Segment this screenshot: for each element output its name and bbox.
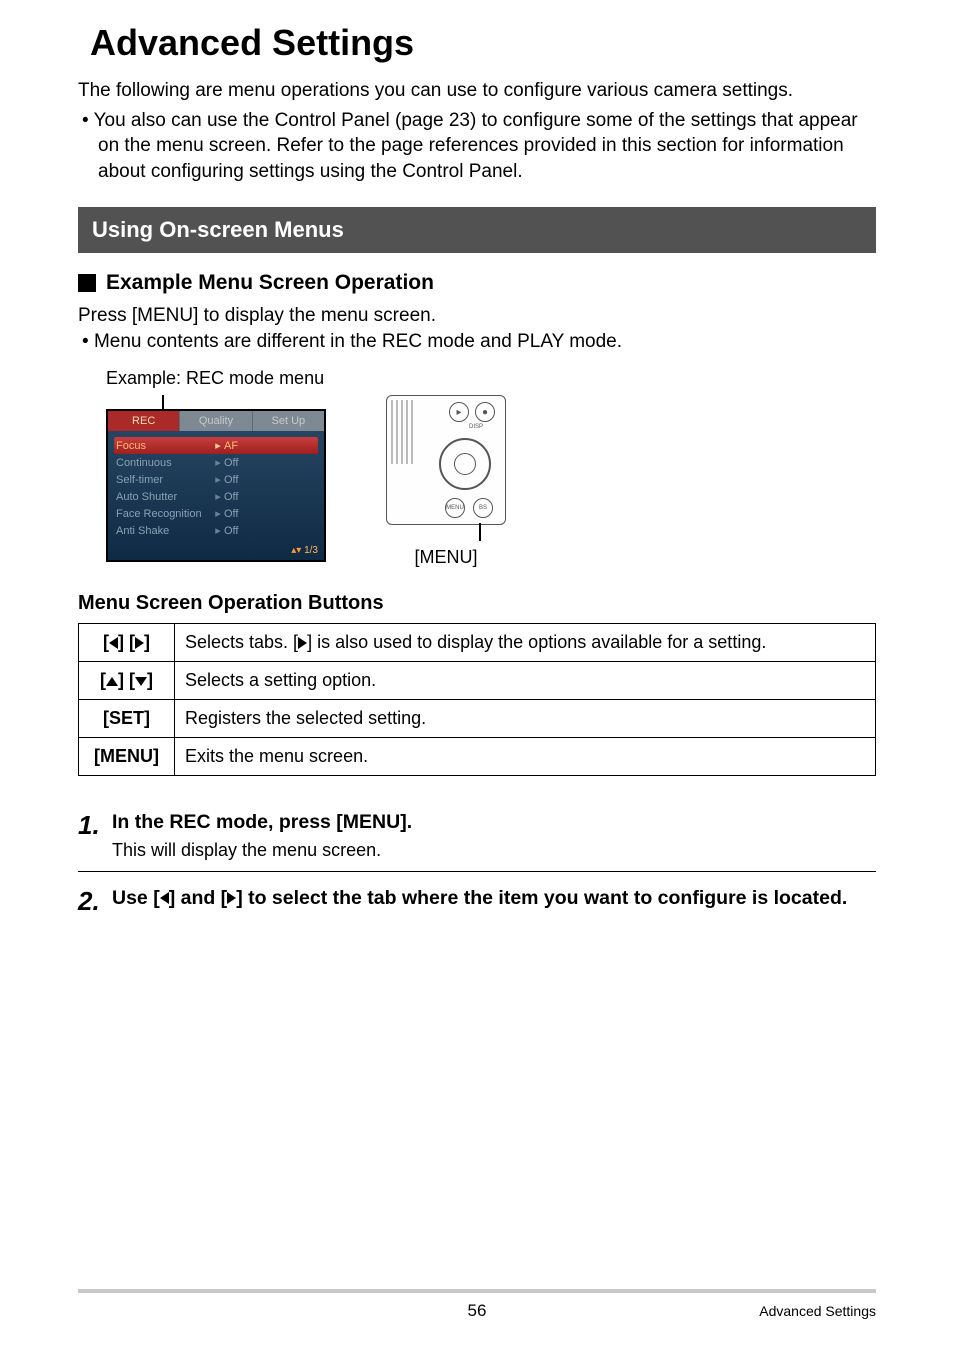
mode-bullet-list: Menu contents are different in the REC m… <box>78 329 876 355</box>
ops-table-title: Menu Screen Operation Buttons <box>78 592 876 615</box>
triangle-up-icon <box>106 677 118 686</box>
rec-tab-rec: REC <box>108 411 180 431</box>
camera-grip-lines-icon <box>391 400 423 464</box>
sub-heading-text: Example Menu Screen Operation <box>106 271 434 295</box>
rec-row-continuous: Continuous ▸ Off <box>114 454 318 471</box>
example-label: Example: REC mode menu <box>106 368 876 389</box>
step-heading: Use [] and [] to select the tab where th… <box>112 886 876 911</box>
triangle-right-icon <box>298 637 307 649</box>
bs-button-icon: BS <box>473 498 493 518</box>
rec-tab-setup: Set Up <box>253 411 324 431</box>
rec-tab-quality: Quality <box>180 411 252 431</box>
rec-row-label: Face Recognition <box>116 508 212 520</box>
camera-graphic-wrap: ▸ ● DISP MENU BS [MENU] <box>386 395 506 568</box>
menu-caption: [MENU] <box>415 547 478 568</box>
menu-button-icon: MENU <box>445 498 465 518</box>
chevron-right-icon: ▸ <box>212 439 224 452</box>
set-button-icon <box>454 453 476 475</box>
disp-label-icon: DISP <box>469 424 483 430</box>
chevron-right-icon: ▸ <box>212 524 224 537</box>
ops-button-cell: [MENU] <box>79 738 175 776</box>
dpad-icon <box>439 438 491 490</box>
ops-desc-cell: Selects tabs. [] is also used to display… <box>175 624 876 662</box>
mode-bullet: Menu contents are different in the REC m… <box>98 329 876 355</box>
footer-section-name: Advanced Settings <box>759 1303 876 1319</box>
rec-row-value: Off <box>224 525 316 537</box>
triangle-right-icon <box>227 892 236 904</box>
chevron-right-icon: ▸ <box>212 456 224 469</box>
rec-menu-wrap: REC Quality Set Up Focus ▸ AF Continuous… <box>106 395 326 562</box>
rec-menu-graphic: REC Quality Set Up Focus ▸ AF Continuous… <box>106 409 326 562</box>
intro-text: The following are menu operations you ca… <box>78 78 876 104</box>
table-row: [] [] Selects a setting option. <box>79 662 876 700</box>
table-row: [MENU] Exits the menu screen. <box>79 738 876 776</box>
triangle-left-icon <box>109 637 118 649</box>
step-number: 2. <box>78 886 112 917</box>
rec-page-indicator: 1/3 <box>304 545 318 556</box>
updown-icon: ▴▾ <box>291 545 301 556</box>
play-mode-button-icon: ▸ <box>449 402 469 422</box>
pointer-line-icon <box>162 395 164 409</box>
rec-row-value: Off <box>224 508 316 520</box>
step-body: In the REC mode, press [MENU]. This will… <box>112 810 876 860</box>
chevron-right-icon: ▸ <box>212 490 224 503</box>
rec-row-value: Off <box>224 491 316 503</box>
page: Advanced Settings The following are menu… <box>0 0 954 1357</box>
rec-row-label: Continuous <box>116 457 212 469</box>
sub-heading: Example Menu Screen Operation <box>78 271 876 295</box>
intro-bullet: You also can use the Control Panel (page… <box>98 108 876 185</box>
footer-row: 56 Advanced Settings <box>78 1303 876 1319</box>
rec-row-label: Anti Shake <box>116 525 212 537</box>
step-number: 1. <box>78 810 112 841</box>
rec-row-focus: Focus ▸ AF <box>114 437 318 454</box>
triangle-right-icon <box>135 637 144 649</box>
ops-desc-cell: Exits the menu screen. <box>175 738 876 776</box>
ops-button-cell: [] [] <box>79 624 175 662</box>
ops-button-cell: [SET] <box>79 700 175 738</box>
camera-back-icon: ▸ ● DISP MENU BS <box>386 395 506 525</box>
chevron-right-icon: ▸ <box>212 507 224 520</box>
ops-table: [] [] Selects tabs. [] is also used to d… <box>78 623 876 776</box>
rec-row-autoshutter: Auto Shutter ▸ Off <box>114 488 318 505</box>
square-bullet-icon <box>78 274 96 292</box>
page-footer: 56 Advanced Settings <box>78 1289 876 1319</box>
steps-container: 1. In the REC mode, press [MENU]. This w… <box>78 796 876 926</box>
intro-bullet-list: You also can use the Control Panel (page… <box>78 108 876 185</box>
rec-row-value: Off <box>224 474 316 486</box>
rec-tabs: REC Quality Set Up <box>108 411 324 431</box>
rec-row-value: Off <box>224 457 316 469</box>
press-menu-text: Press [MENU] to display the menu screen. <box>78 305 876 327</box>
rec-row-value: AF <box>224 440 316 452</box>
table-row: [SET] Registers the selected setting. <box>79 700 876 738</box>
rec-menu-footer: ▴▾ 1/3 <box>108 543 324 560</box>
step-subtext: This will display the menu screen. <box>112 840 876 861</box>
chevron-right-icon: ▸ <box>212 473 224 486</box>
rec-row-label: Self-timer <box>116 474 212 486</box>
page-title: Advanced Settings <box>90 22 876 64</box>
step-1: 1. In the REC mode, press [MENU]. This w… <box>78 796 876 871</box>
section-bar: Using On-screen Menus <box>78 207 876 253</box>
ops-desc-cell: Registers the selected setting. <box>175 700 876 738</box>
footer-rule <box>78 1289 876 1293</box>
rec-row-label: Focus <box>116 440 212 452</box>
page-number: 56 <box>468 1301 487 1321</box>
screenshots-row: REC Quality Set Up Focus ▸ AF Continuous… <box>106 395 876 568</box>
step-2: 2. Use [] and [] to select the tab where… <box>78 872 876 927</box>
rec-row-label: Auto Shutter <box>116 491 212 503</box>
rec-menu-body: Focus ▸ AF Continuous ▸ Off Self-timer ▸… <box>108 431 324 543</box>
rec-row-selftimer: Self-timer ▸ Off <box>114 471 318 488</box>
step-heading: In the REC mode, press [MENU]. <box>112 810 876 835</box>
rec-mode-button-icon: ● <box>475 402 495 422</box>
rec-row-facerecognition: Face Recognition ▸ Off <box>114 505 318 522</box>
table-row: [] [] Selects tabs. [] is also used to d… <box>79 624 876 662</box>
triangle-down-icon <box>135 677 147 686</box>
ops-desc-cell: Selects a setting option. <box>175 662 876 700</box>
rec-row-antishake: Anti Shake ▸ Off <box>114 522 318 539</box>
step-body: Use [] and [] to select the tab where th… <box>112 886 876 911</box>
ops-button-cell: [] [] <box>79 662 175 700</box>
triangle-left-icon <box>160 892 169 904</box>
leader-line-icon <box>479 523 481 541</box>
